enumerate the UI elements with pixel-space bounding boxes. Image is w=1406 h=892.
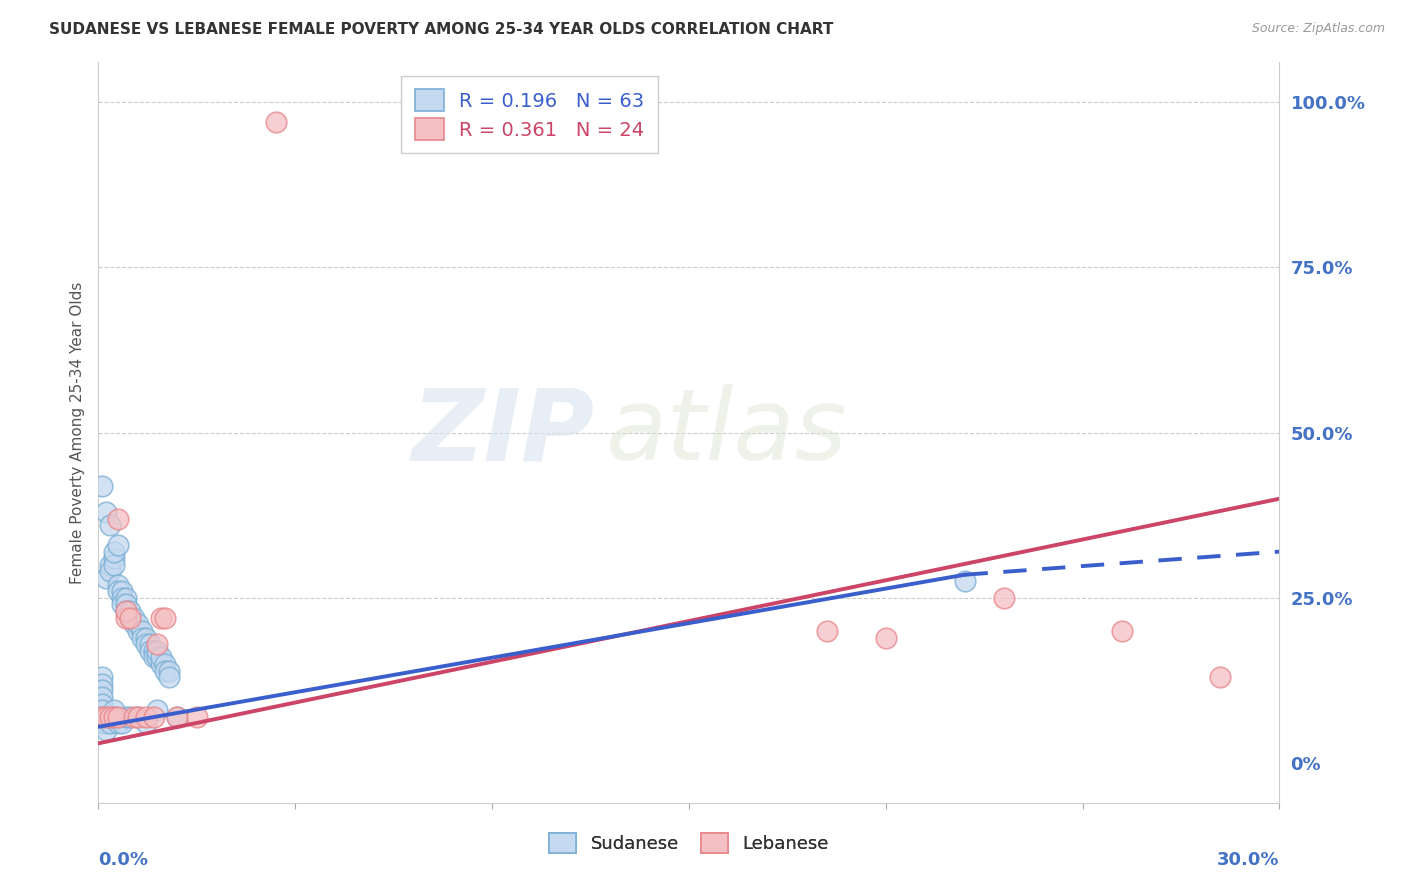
Point — [103, 551, 125, 566]
Point — [96, 710, 118, 724]
Text: SUDANESE VS LEBANESE FEMALE POVERTY AMONG 25-34 YEAR OLDS CORRELATION CHART: SUDANESE VS LEBANESE FEMALE POVERTY AMON… — [49, 22, 834, 37]
Point — [91, 710, 114, 724]
Text: atlas: atlas — [606, 384, 848, 481]
Point — [993, 591, 1015, 605]
Point — [131, 624, 153, 638]
Point — [953, 574, 976, 589]
Point — [98, 716, 121, 731]
Point — [91, 710, 114, 724]
Point — [118, 611, 141, 625]
Point — [138, 644, 160, 658]
Point — [115, 710, 138, 724]
Point — [155, 664, 177, 678]
Point — [138, 637, 160, 651]
Point — [103, 544, 125, 558]
Point — [146, 637, 169, 651]
Point — [142, 650, 165, 665]
Point — [1209, 670, 1232, 684]
Point — [103, 703, 125, 717]
Point — [166, 710, 188, 724]
Point — [96, 505, 118, 519]
Point — [98, 518, 121, 533]
Point — [107, 584, 129, 599]
Text: ZIP: ZIP — [412, 384, 595, 481]
Point — [127, 617, 149, 632]
Point — [127, 710, 149, 724]
Point — [115, 598, 138, 612]
Point — [103, 710, 125, 724]
Point — [146, 650, 169, 665]
Point — [122, 611, 145, 625]
Point — [98, 710, 121, 724]
Point — [91, 478, 114, 492]
Point — [135, 631, 157, 645]
Point — [115, 604, 138, 618]
Point — [91, 716, 114, 731]
Legend: Sudanese, Lebanese: Sudanese, Lebanese — [543, 826, 835, 861]
Point — [91, 690, 114, 704]
Y-axis label: Female Poverty Among 25-34 Year Olds: Female Poverty Among 25-34 Year Olds — [69, 282, 84, 583]
Point — [166, 710, 188, 724]
Point — [122, 710, 145, 724]
Point — [91, 703, 114, 717]
Point — [131, 631, 153, 645]
Point — [111, 716, 134, 731]
Point — [107, 716, 129, 731]
Point — [122, 617, 145, 632]
Point — [127, 624, 149, 638]
Text: Source: ZipAtlas.com: Source: ZipAtlas.com — [1251, 22, 1385, 36]
Point — [107, 538, 129, 552]
Point — [146, 644, 169, 658]
Point — [150, 650, 173, 665]
Point — [103, 558, 125, 572]
Point — [91, 683, 114, 698]
Point — [107, 577, 129, 591]
Point — [186, 710, 208, 724]
Point — [107, 511, 129, 525]
Point — [157, 664, 180, 678]
Point — [135, 637, 157, 651]
Point — [264, 115, 287, 129]
Text: 30.0%: 30.0% — [1218, 851, 1279, 869]
Point — [118, 604, 141, 618]
Point — [875, 631, 897, 645]
Point — [815, 624, 838, 638]
Point — [107, 710, 129, 724]
Point — [103, 710, 125, 724]
Point — [115, 611, 138, 625]
Point — [96, 716, 118, 731]
Point — [111, 591, 134, 605]
Point — [157, 670, 180, 684]
Point — [155, 611, 177, 625]
Point — [155, 657, 177, 671]
Point — [98, 710, 121, 724]
Point — [142, 710, 165, 724]
Point — [1111, 624, 1133, 638]
Point — [91, 670, 114, 684]
Point — [150, 611, 173, 625]
Point — [146, 703, 169, 717]
Point — [111, 584, 134, 599]
Point — [96, 723, 118, 737]
Point — [98, 558, 121, 572]
Point — [115, 591, 138, 605]
Point — [135, 710, 157, 724]
Text: 0.0%: 0.0% — [98, 851, 149, 869]
Point — [115, 604, 138, 618]
Point — [118, 611, 141, 625]
Point — [91, 697, 114, 711]
Point — [96, 571, 118, 585]
Point — [142, 644, 165, 658]
Point — [91, 677, 114, 691]
Point — [150, 657, 173, 671]
Point — [118, 710, 141, 724]
Point — [111, 598, 134, 612]
Point — [127, 710, 149, 724]
Point — [135, 716, 157, 731]
Point — [98, 565, 121, 579]
